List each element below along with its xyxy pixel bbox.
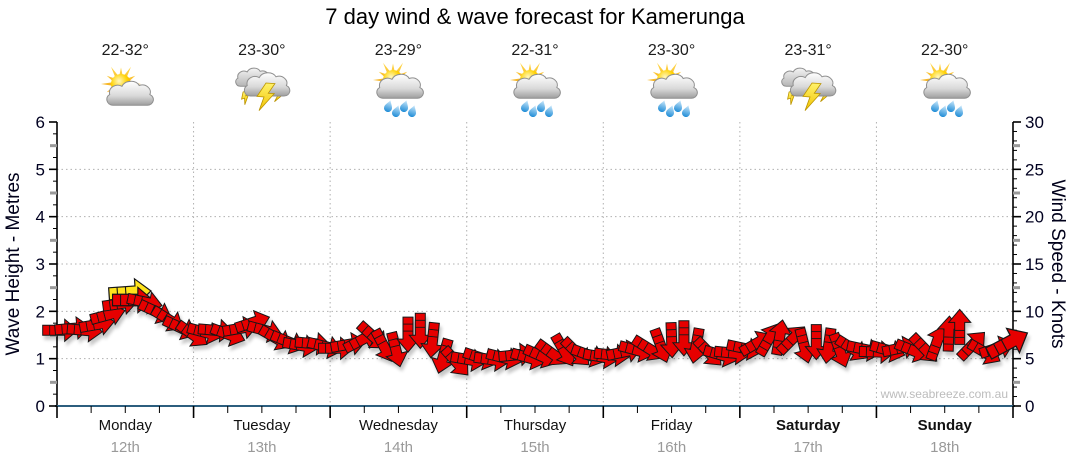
wind-tick-label: 30 [1025,113,1044,132]
day-label: Sunday [917,417,972,434]
day-date: 17th [793,439,823,456]
weather-icon-sun-showers [643,60,701,118]
wind-tick-label: 0 [1025,397,1034,416]
axis-tick-labels: 0 1 2 3 4 5 6 0 5 10 15 20 25 30 [36,113,1044,416]
wave-tick-label: 1 [36,350,45,369]
wind-tick-label: 25 [1025,160,1044,179]
axis-ticks [49,121,1021,418]
wind-arrows [42,277,1029,376]
day-temp: 23-30° [647,42,696,59]
wind-arrow [671,320,696,357]
wind-arrow [408,312,433,350]
wave-tick-label: 6 [36,113,45,132]
day-temp: 23-30° [238,42,286,59]
wind-tick-label: 20 [1025,208,1044,227]
day-label: Thursday [503,417,567,434]
wave-tick-label: 3 [36,255,45,274]
chart-title: 7 day wind & wave forecast for Kamerunga [325,4,745,29]
watermark: www.seabreeze.com.au [880,387,1008,401]
day-label: Monday [98,417,152,434]
day-temp: 22-31° [511,42,559,59]
weather-icon-thunderstorm [779,60,837,118]
wave-tick-label: 2 [36,302,45,321]
day-date: 16th [656,439,687,456]
wave-tick-label: 0 [36,397,45,416]
day-temp: 22-30° [921,42,969,59]
day-date: 18th [930,439,960,456]
weather-icon-thunderstorm [233,60,291,118]
day-label: Saturday [776,417,841,434]
day-label: Friday [650,417,693,434]
wind-arrow [984,327,1029,360]
wave-tick-label: 4 [36,208,45,227]
day-date: 14th [383,439,414,456]
wind-tick-label: 15 [1025,255,1044,274]
weather-icon-partly-cloudy [96,60,155,118]
weather-icon-sun-showers [916,60,974,118]
weather-icon-sun-showers [506,60,564,118]
wave-tick-label: 5 [36,160,45,179]
day-temp: 23-29° [374,42,423,59]
wind-arrow [947,308,972,345]
wind-tick-label: 10 [1025,302,1044,321]
day-date: 12th [110,439,140,456]
day-temp: 23-31° [784,42,832,59]
day-temp: 22-32° [101,42,149,59]
wind-arrow [420,321,445,359]
day-date: 15th [520,439,550,456]
day-date: 13th [247,439,277,456]
day-label: Wednesday [358,417,438,434]
weather-icon-sun-showers [369,60,427,118]
wind-arrow [385,330,409,368]
day-label: Tuesday [233,417,291,434]
wind-tick-label: 5 [1025,350,1034,369]
